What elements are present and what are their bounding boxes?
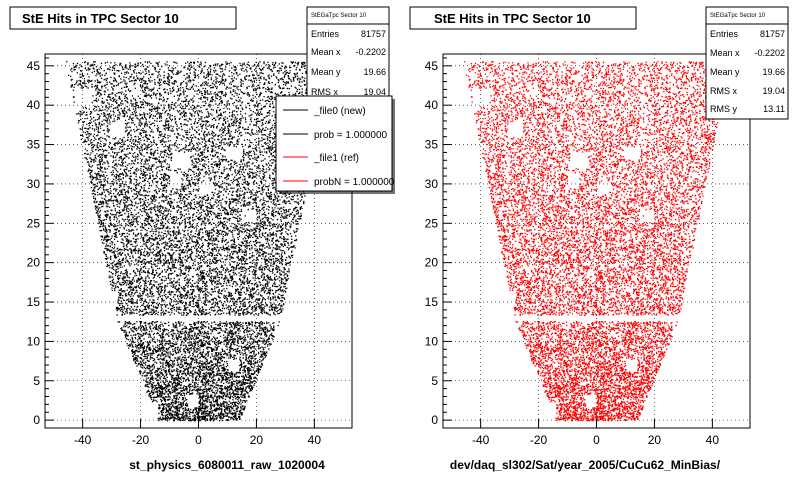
right-stat-label-3: RMS x (710, 86, 738, 96)
right-xtick-label-3: 20 (648, 433, 662, 447)
left-x-caption: st_physics_6080011_raw_1020004 (129, 458, 325, 472)
right-xtick-label-1: -20 (530, 433, 548, 447)
right-ytick-label-2: 10 (425, 334, 439, 348)
left-ytick-label-1: 5 (33, 374, 40, 388)
right-xtick-label-0: -40 (472, 433, 490, 447)
left-ytick-label-6: 30 (27, 177, 41, 191)
left-scatter-points (66, 61, 333, 422)
left-ytick-label-2: 10 (27, 334, 41, 348)
left-title-box: StE Hits in TPC Sector 10 (9, 6, 237, 30)
left-xtick-label-3: 20 (250, 433, 264, 447)
left-xtick-label-4: 40 (308, 433, 322, 447)
left-title: StE Hits in TPC Sector 10 (22, 11, 179, 26)
right-xtick-label-4: 40 (706, 433, 720, 447)
legend-label-3: probN = 1.000000 (314, 177, 395, 188)
right-stat-value-2: 19.66 (762, 67, 785, 77)
right-stat-value-1: -0.2202 (754, 48, 785, 58)
right-plot-frame: -40 -20 0 20 40 0 5 10 15 20 25 30 35 40 45 (425, 53, 751, 447)
right-scatter-points (464, 61, 731, 422)
left-ytick-label-0: 0 (33, 413, 40, 427)
right-ytick-label-8: 40 (425, 98, 439, 112)
left-hit-points (66, 61, 333, 422)
right-stat-label-0: Entries (710, 29, 739, 39)
right-stat-label-4: RMS y (710, 104, 738, 114)
left-stat-label-2: Mean y (311, 67, 341, 77)
right-ytick-label-1: 5 (431, 374, 438, 388)
left-axis-ticks: -40 -20 0 20 40 0 5 10 15 20 25 30 35 40 45 (27, 57, 322, 447)
right-stat-value-4: 13.11 (763, 104, 785, 114)
left-stat-value-0: 81757 (361, 29, 386, 39)
right-xtick-label-2: 0 (593, 433, 600, 447)
left-stats-name: StEGaTpc Sector 10 (311, 13, 367, 19)
right-ytick-label-7: 35 (425, 138, 439, 152)
right-ytick-label-4: 20 (425, 256, 439, 270)
right-ytick-label-9: 45 (425, 59, 439, 73)
left-stat-label-0: Entries (311, 29, 340, 39)
right-x-caption: dev/daq_sl302/Sat/year_2005/CuCu62_MinBi… (450, 458, 721, 472)
right-title: StE Hits in TPC Sector 10 (434, 11, 591, 26)
left-stat-label-3: RMS x (311, 87, 339, 97)
right-ytick-label-5: 25 (425, 216, 439, 230)
left-ytick-label-9: 45 (27, 59, 41, 73)
left-stats-box: StEGaTpc Sector 10 Entries 81757 Mean x … (306, 6, 390, 112)
right-ytick-label-0: 0 (431, 413, 438, 427)
right-hit-points (464, 61, 731, 422)
left-stat-label-1: Mean x (311, 47, 341, 57)
left-ytick-label-4: 20 (27, 256, 41, 270)
right-stat-value-0: 81757 (760, 29, 785, 39)
left-ytick-label-3: 15 (27, 295, 41, 309)
right-stats-box: StEGaTpc Sector 10 Entries 81757 Mean x … (705, 6, 789, 120)
right-title-box: StE Hits in TPC Sector 10 (409, 6, 637, 30)
left-xtick-label-1: -20 (132, 433, 150, 447)
right-ytick-label-6: 30 (425, 177, 439, 191)
right-stat-value-3: 19.04 (762, 86, 785, 96)
left-stat-value-3: 19.04 (363, 87, 386, 97)
left-stat-value-2: 19.66 (363, 67, 386, 77)
right-stat-label-1: Mean x (710, 48, 740, 58)
right-stats-name: StEGaTpc Sector 10 (710, 13, 766, 19)
legend-label-0: _file0 (new) (313, 106, 366, 117)
left-ytick-label-5: 25 (27, 216, 41, 230)
right-axis-ticks: -40 -20 0 20 40 0 5 10 15 20 25 30 35 40 45 (425, 57, 720, 447)
right-ytick-label-3: 15 (425, 295, 439, 309)
legend-label-1: prob = 1.000000 (314, 130, 388, 141)
right-stat-label-2: Mean y (710, 67, 740, 77)
left-stat-value-1: -0.2202 (355, 47, 386, 57)
legend-label-2: _file1 (ref) (313, 153, 359, 164)
right-panel: -40 -20 0 20 40 0 5 10 15 20 25 30 35 40 45 StE Hits i… (409, 6, 789, 472)
left-ytick-label-8: 40 (27, 98, 41, 112)
left-xtick-label-0: -40 (74, 433, 92, 447)
left-panel: -40 -20 0 20 40 0 5 10 15 20 25 30 35 40 45 StE Hits i… (9, 6, 395, 472)
legend-box: _file0 (new) prob = 1.000000 _file1 (ref… (275, 95, 395, 194)
left-ytick-label-7: 35 (27, 138, 41, 152)
left-xtick-label-2: 0 (195, 433, 202, 447)
